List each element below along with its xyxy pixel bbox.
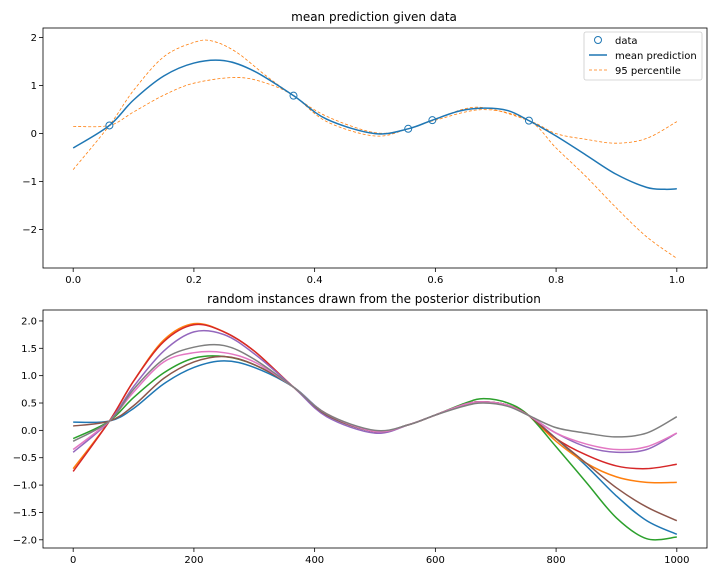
bottom-chart-frame xyxy=(42,309,708,549)
bottom-xtick-label: 400 xyxy=(305,555,324,566)
bottom-ytick-label: 1.5 xyxy=(21,344,37,355)
bottom-xtick-label: 1000 xyxy=(664,555,689,566)
bottom-chart-title: random instances drawn from the posterio… xyxy=(207,292,541,306)
legend-box xyxy=(583,31,703,81)
legend-percentile-label: 95 percentile xyxy=(615,66,681,77)
data-point xyxy=(105,121,114,130)
bottom-chart-plot-area xyxy=(72,322,678,541)
upper-95-percentile-line xyxy=(72,39,678,170)
bottom-ytick-label: −2.0 xyxy=(13,535,37,546)
posterior-sample-line-2 xyxy=(72,322,677,484)
bottom-ytick-label: −1.0 xyxy=(13,481,37,492)
top-chart-plot-area xyxy=(72,39,678,259)
data-point xyxy=(428,116,437,125)
bottom-ytick-label: −0.5 xyxy=(13,453,37,464)
bottom-xtick-label: 600 xyxy=(426,555,445,566)
top-chart-frame xyxy=(42,27,708,269)
top-ytick-label: −1 xyxy=(22,177,37,188)
top-chart-axes: 0.0 0.2 0.4 0.6 0.8 1.0 −2 −1 0 1 2 xyxy=(22,33,685,286)
data-point xyxy=(404,124,413,133)
top-xtick-label: 0.2 xyxy=(186,275,202,286)
top-xtick-label: 0.8 xyxy=(548,275,564,286)
data-point xyxy=(289,91,298,100)
bottom-chart-axes: 0 200 400 600 800 1000 −2.0 −1.5 −1.0 −0.5 0.0 0.5 1… xyxy=(13,316,690,566)
bottom-ytick-label: 1.0 xyxy=(21,371,37,382)
top-chart-title: mean prediction given data xyxy=(291,10,457,24)
data-point xyxy=(524,116,533,125)
posterior-sample-line-1 xyxy=(73,360,678,536)
top-xtick-label: 1.0 xyxy=(669,275,685,286)
mean-prediction-line xyxy=(72,59,677,191)
top-chart: mean prediction given data 0.0 0.2 0.4 0.6 0… xyxy=(22,10,708,286)
posterior-sample-line-8 xyxy=(72,343,678,442)
bottom-ytick-label: 0.0 xyxy=(21,426,37,437)
posterior-sample-line-4 xyxy=(72,323,677,472)
top-ytick-label: 2 xyxy=(31,33,37,44)
legend-data-label: data xyxy=(615,36,638,47)
bottom-chart: random instances drawn from the posterio… xyxy=(13,292,708,566)
top-xtick-label: 0.6 xyxy=(427,275,443,286)
bottom-ytick-label: 0.5 xyxy=(21,399,37,410)
posterior-sample-line-6 xyxy=(73,355,678,522)
bottom-xtick-label: 0 xyxy=(70,555,76,566)
bottom-ytick-label: 2.0 xyxy=(21,316,37,327)
posterior-sample-line-5 xyxy=(72,329,678,454)
legend-data-marker xyxy=(594,36,602,44)
top-ytick-label: −2 xyxy=(22,225,37,236)
legend-mean-label: mean prediction xyxy=(615,51,697,62)
top-ytick-label: 0 xyxy=(31,129,37,140)
top-ytick-label: 1 xyxy=(31,81,37,92)
legend: data mean prediction 95 percentile xyxy=(583,31,703,81)
lower-95-percentile-line xyxy=(73,77,678,259)
posterior-sample-line-7 xyxy=(72,350,678,451)
bottom-xtick-label: 800 xyxy=(547,555,566,566)
top-xtick-label: 0.0 xyxy=(65,275,81,286)
bottom-xtick-label: 200 xyxy=(184,555,203,566)
top-xtick-label: 0.4 xyxy=(307,275,323,286)
bottom-ytick-label: −1.5 xyxy=(13,508,37,519)
